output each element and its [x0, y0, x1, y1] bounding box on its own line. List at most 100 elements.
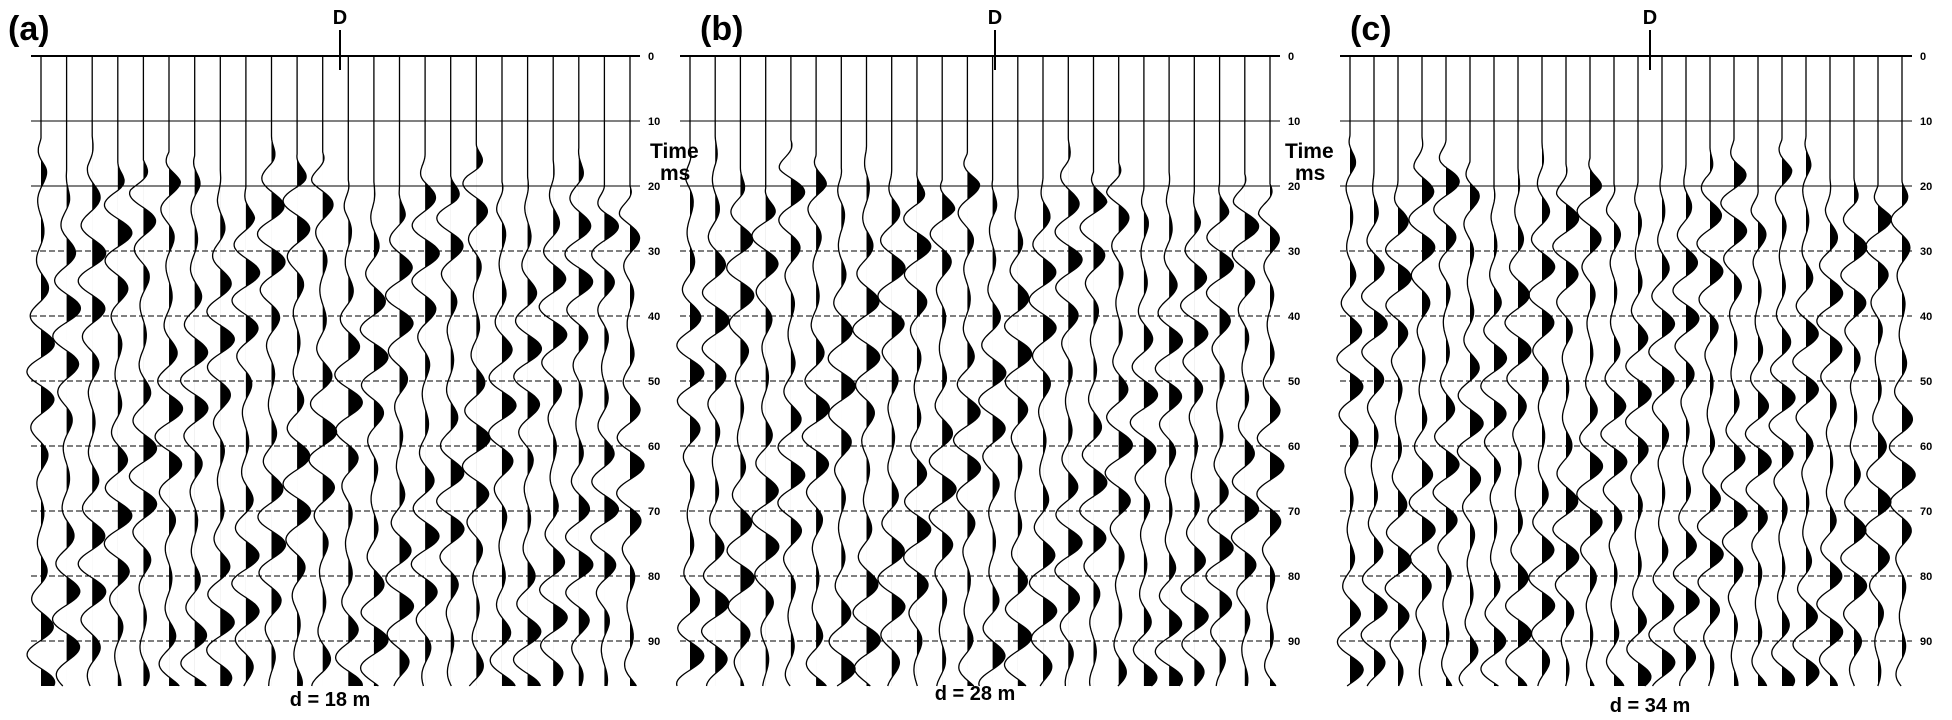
trace [1028, 56, 1058, 687]
trace-fill [1734, 56, 1748, 686]
trace [1054, 56, 1083, 687]
trace-fill [1446, 56, 1460, 686]
trace [1104, 56, 1133, 687]
trace [206, 56, 235, 687]
time-tick-label: 40 [1288, 311, 1300, 323]
trace-fill [271, 56, 286, 686]
trace [1816, 56, 1844, 687]
trace [1792, 56, 1820, 687]
trace [1648, 56, 1676, 687]
time-tick-label: 20 [648, 181, 660, 193]
trace-fill [765, 56, 779, 686]
trace-fill [992, 56, 1006, 686]
trace [1336, 56, 1364, 687]
direct-marker: D [1643, 7, 1657, 29]
trace [1129, 56, 1159, 687]
time-tick-label: 80 [648, 571, 660, 583]
trace-fill [1686, 56, 1700, 686]
trace [1079, 56, 1108, 687]
trace-fill [1422, 56, 1436, 686]
trace-fill [1093, 56, 1107, 686]
trace-fill [1350, 56, 1364, 686]
panel-label: (c) [1350, 10, 1392, 48]
trace [590, 56, 620, 687]
direct-marker: D [988, 7, 1002, 29]
trace [1768, 56, 1796, 687]
trace-fill [1758, 56, 1772, 686]
trace-fill [630, 56, 644, 686]
trace [1600, 56, 1628, 687]
time-tick-label: 50 [648, 376, 660, 388]
time-tick-label: 80 [1920, 571, 1932, 583]
trace-fill [1638, 56, 1652, 686]
trace [1528, 56, 1556, 687]
trace [1696, 56, 1724, 687]
time-tick-label: 40 [648, 311, 660, 323]
time-tick-label: 0 [1920, 51, 1926, 63]
trace [51, 56, 82, 687]
trace-fill [1542, 56, 1555, 686]
trace [1256, 56, 1285, 687]
trace-fill [578, 56, 593, 686]
trace [512, 56, 543, 687]
trace-fill [1374, 56, 1388, 686]
trace [978, 56, 1007, 687]
trace-fill [790, 56, 805, 686]
trace-fill [348, 56, 363, 686]
trace-fill [967, 56, 981, 686]
trace [777, 56, 806, 687]
time-axis-unit: ms [1295, 162, 1325, 185]
time-tick-label: 30 [648, 246, 660, 258]
time-tick-label: 0 [648, 51, 654, 63]
trace [726, 56, 755, 687]
caption: d = 34 m [1610, 695, 1691, 717]
trace [877, 56, 906, 687]
trace-fill [1806, 56, 1819, 686]
time-tick-label: 60 [1288, 441, 1300, 453]
trace [1230, 56, 1260, 687]
trace-fill [1854, 56, 1867, 686]
trace-fill [322, 56, 337, 686]
trace-fill [891, 56, 906, 686]
time-tick-label: 30 [1288, 246, 1300, 258]
trace-fill [220, 56, 235, 686]
trace-fill [1017, 56, 1032, 686]
trace-fill [1590, 56, 1603, 686]
caption: d = 18 m [290, 689, 371, 711]
trace [1744, 56, 1772, 687]
time-tick-label: 80 [1288, 571, 1300, 583]
trace [1864, 56, 1892, 687]
trace-fill [866, 56, 881, 686]
trace-fill [399, 56, 414, 686]
time-tick-label: 60 [1920, 441, 1932, 453]
time-tick-label: 10 [1920, 116, 1932, 128]
trace [359, 56, 389, 687]
trace-fill [1398, 56, 1412, 686]
trace-fill [92, 56, 106, 686]
trace-fill [1270, 56, 1284, 686]
time-tick-label: 20 [1288, 181, 1300, 193]
time-axis-unit: ms [660, 162, 690, 185]
trace [1840, 56, 1868, 687]
trace-fill [1194, 56, 1209, 686]
trace-fill [194, 56, 208, 686]
trace [801, 56, 831, 687]
trace-fill [1169, 56, 1183, 686]
trace-fill [143, 56, 157, 686]
time-axis-title: Time [650, 140, 699, 163]
trace-fill [66, 56, 81, 686]
trace-fill [425, 56, 440, 686]
trace-fill [690, 56, 704, 686]
trace [436, 56, 465, 687]
trace [564, 56, 594, 687]
trace-fill [41, 56, 55, 686]
trace [1408, 56, 1436, 687]
time-tick-label: 70 [1920, 506, 1932, 518]
trace-fill [527, 56, 542, 686]
trace [308, 56, 338, 687]
time-tick-label: 30 [1920, 246, 1932, 258]
trace [461, 56, 491, 687]
trace [1456, 56, 1484, 687]
trace-fill [942, 56, 956, 686]
trace-fill [1043, 56, 1057, 686]
